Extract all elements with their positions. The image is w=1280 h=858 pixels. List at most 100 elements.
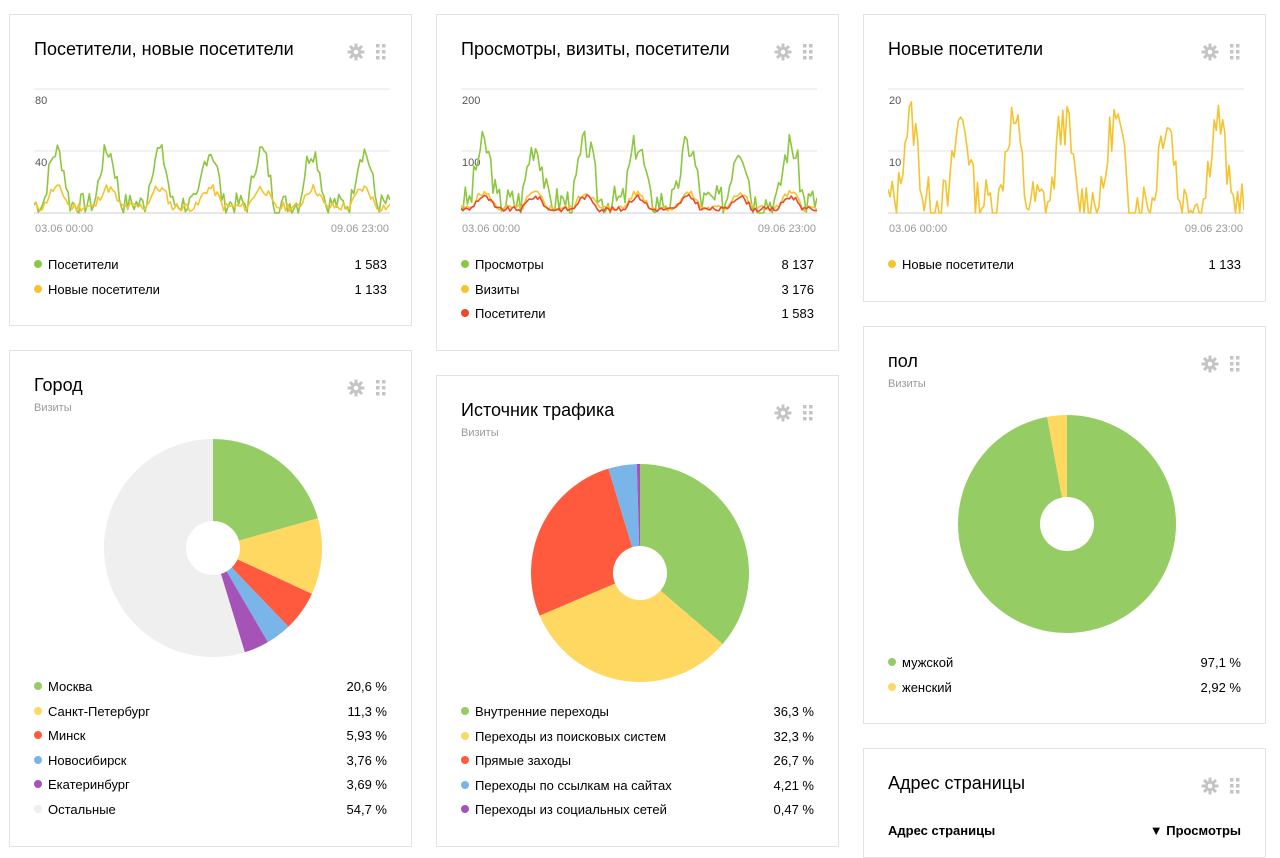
legend: Посетители 1 583 Новые посетители 1 133 — [34, 253, 387, 302]
gear-icon[interactable] — [774, 404, 792, 422]
series-line — [461, 193, 817, 213]
legend-dot — [34, 706, 42, 715]
legend-item: Визиты 3 176 — [461, 278, 814, 303]
legend-label: Посетители — [48, 257, 119, 272]
legend-label: Новые посетители — [902, 257, 1014, 272]
pie-slice[interactable] — [539, 583, 723, 682]
legend-label: Переходы по ссылкам на сайтах — [475, 777, 672, 793]
legend-value: 1 583 — [781, 306, 814, 322]
legend-item: мужской 97,1 % — [888, 651, 1241, 676]
legend-value: 36,3 % — [773, 704, 814, 719]
y-tick: 200 — [462, 95, 480, 107]
legend-item: Москва 20,6 % — [34, 675, 387, 700]
legend-dot — [461, 780, 469, 789]
legend-dot — [34, 260, 42, 268]
line-chart: 20 10 03.06 00:00 09.06 23:00 — [888, 88, 1244, 235]
widget-traffic-source: Источник трафика Визиты Внутренние перех… — [436, 375, 839, 847]
legend: Просмотры 8 137 Визиты 3 176 Посетители 1 5… — [461, 253, 814, 327]
table-header: Адрес страницы ▼ Просмотры — [888, 823, 1241, 838]
legend-dot — [461, 805, 469, 814]
legend: мужской 97,1 % женский 2,92 % — [888, 651, 1241, 700]
legend-dot — [34, 682, 42, 690]
pie-slice[interactable] — [608, 464, 640, 548]
x-tick-end: 09.06 23:00 — [331, 223, 389, 235]
pie-slice[interactable] — [103, 439, 245, 657]
series-line — [34, 183, 390, 213]
legend: Внутренние переходы 36,3 % Переходы из по… — [461, 700, 814, 823]
legend-value: 26,7 % — [773, 753, 814, 769]
legend-dot — [888, 682, 896, 691]
drag-handle-icon[interactable] — [803, 44, 813, 60]
legend-item: Посетители 1 583 — [34, 253, 387, 278]
pie-slice[interactable] — [640, 464, 749, 645]
pie-slice[interactable] — [636, 464, 640, 547]
pie-slice[interactable] — [237, 518, 322, 594]
pie-chart — [531, 464, 749, 682]
series-line — [461, 189, 817, 212]
widget-subtitle: Визиты — [34, 402, 72, 414]
legend-dot — [34, 804, 42, 813]
gear-icon[interactable] — [1201, 355, 1219, 373]
drag-handle-icon[interactable] — [376, 44, 386, 60]
widget-new-visitors: Новые посетители 20 10 03.06 00:00 09.06… — [863, 14, 1266, 302]
widget-gender: пол Визиты мужской 97,1 % женский 2,92 % — [863, 326, 1266, 724]
legend-label: Переходы из поисковых систем — [475, 728, 667, 744]
legend-item: Посетители 1 583 — [461, 302, 814, 327]
legend-label: Визиты — [475, 281, 520, 297]
legend-label: женский — [902, 679, 952, 695]
legend-item: Переходы по ссылкам на сайтах 4,21 % — [461, 774, 814, 799]
legend-item: Новые посетители 1 133 — [34, 278, 387, 303]
series-line — [888, 101, 1244, 214]
drag-handle-icon[interactable] — [1230, 778, 1240, 794]
series-line — [34, 143, 390, 214]
legend-dot — [888, 658, 896, 666]
y-tick: 10 — [889, 157, 901, 169]
legend-value: 1 133 — [354, 281, 387, 297]
pie-chart — [103, 439, 322, 657]
column-views-sort[interactable]: ▼ Просмотры — [1149, 823, 1241, 838]
pie-slice[interactable] — [220, 571, 268, 653]
widget-page-address: Адрес страницы Адрес страницы ▼ Просмотр… — [863, 748, 1266, 858]
legend-value: 54,7 % — [346, 801, 387, 817]
legend-label: Новые посетители — [48, 281, 160, 297]
gear-icon[interactable] — [347, 43, 365, 61]
legend-item: Переходы из социальных сетей 0,47 % — [461, 798, 814, 823]
widget-title: Адрес страницы — [888, 773, 1026, 793]
legend-value: 5,93 % — [346, 728, 387, 744]
drag-handle-icon[interactable] — [1230, 356, 1240, 372]
drag-handle-icon[interactable] — [376, 380, 386, 396]
legend-label: Переходы из социальных сетей — [475, 802, 667, 818]
y-tick: 100 — [462, 157, 480, 169]
legend-label: Просмотры — [475, 257, 544, 272]
legend-item: Новые посетители 1 133 — [888, 253, 1241, 278]
legend: Новые посетители 1 133 — [888, 253, 1241, 278]
legend-item: Внутренние переходы 36,3 % — [461, 700, 814, 725]
column-page-address[interactable]: Адрес страницы — [888, 823, 996, 838]
pie-slice[interactable] — [213, 439, 318, 541]
legend-label: Прямые заходы — [475, 753, 572, 769]
gear-icon[interactable] — [1201, 777, 1219, 795]
legend-item: женский 2,92 % — [888, 676, 1241, 701]
pie-slice[interactable] — [231, 559, 312, 627]
legend-value: 4,21 % — [773, 777, 814, 793]
pie-chart — [958, 415, 1176, 633]
legend-value: 3,69 % — [346, 777, 387, 793]
gear-icon[interactable] — [774, 43, 792, 61]
pie-slice[interactable] — [531, 468, 633, 616]
legend-item: Минск 5,93 % — [34, 724, 387, 749]
gear-icon[interactable] — [1201, 43, 1219, 61]
pie-slice[interactable] — [958, 415, 1176, 633]
drag-handle-icon[interactable] — [803, 405, 813, 421]
legend-item: Санкт-Петербург 11,3 % — [34, 700, 387, 725]
legend-dot — [461, 707, 469, 715]
pie-slice[interactable] — [1047, 415, 1067, 498]
x-tick-start: 03.06 00:00 — [35, 223, 93, 235]
pie-slice[interactable] — [226, 567, 289, 643]
gear-icon[interactable] — [347, 379, 365, 397]
drag-handle-icon[interactable] — [1230, 44, 1240, 60]
line-chart: 80 40 03.06 00:00 09.06 23:00 — [34, 88, 390, 235]
widget-subtitle: Визиты — [461, 427, 499, 439]
y-tick: 40 — [35, 157, 47, 169]
legend-value: 11,3 % — [347, 703, 387, 719]
legend-label: Екатеринбург — [48, 777, 130, 793]
